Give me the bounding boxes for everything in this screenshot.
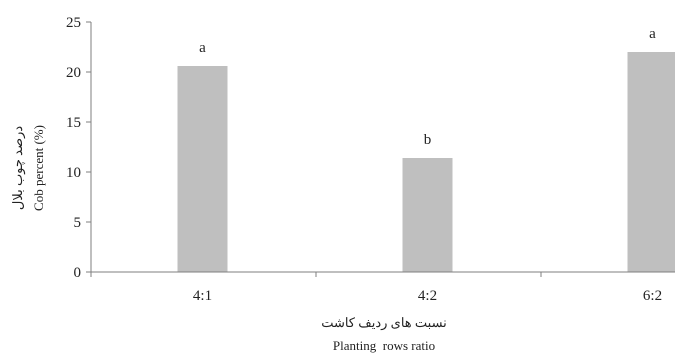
y-axis-title-persian: درصد چوب بلال xyxy=(10,126,26,210)
bar-4-2 xyxy=(403,158,453,272)
x-axis-title-persian: نسبت های ردیف کاشت xyxy=(321,315,447,331)
y-tick-label: 25 xyxy=(66,15,81,31)
bars-layer xyxy=(178,52,675,272)
x-tick-label: 6:2 xyxy=(643,288,662,304)
x-axis-title: Planting rows ratio xyxy=(333,338,435,353)
y-tick-label: 10 xyxy=(66,165,81,181)
y-tick-label: 20 xyxy=(66,65,81,81)
y-tick-label: 5 xyxy=(74,215,82,231)
y-axis-title: Cob percent (%) xyxy=(31,125,46,211)
x-tick-label: 4:1 xyxy=(193,288,212,304)
significance-letter: a xyxy=(649,26,656,42)
labels-layer: 4:1 a 4:2 b 6:2 a 0 5 10 15 20 25 xyxy=(66,15,662,304)
significance-letter: a xyxy=(199,40,206,56)
x-tick-label: 4:2 xyxy=(418,288,437,304)
significance-letter: b xyxy=(424,132,432,148)
y-tick-label: 0 xyxy=(74,265,82,281)
bar-4-1 xyxy=(178,66,228,272)
axes-layer xyxy=(86,22,675,277)
bar-6-2 xyxy=(628,52,675,272)
y-tick-label: 15 xyxy=(66,115,81,131)
